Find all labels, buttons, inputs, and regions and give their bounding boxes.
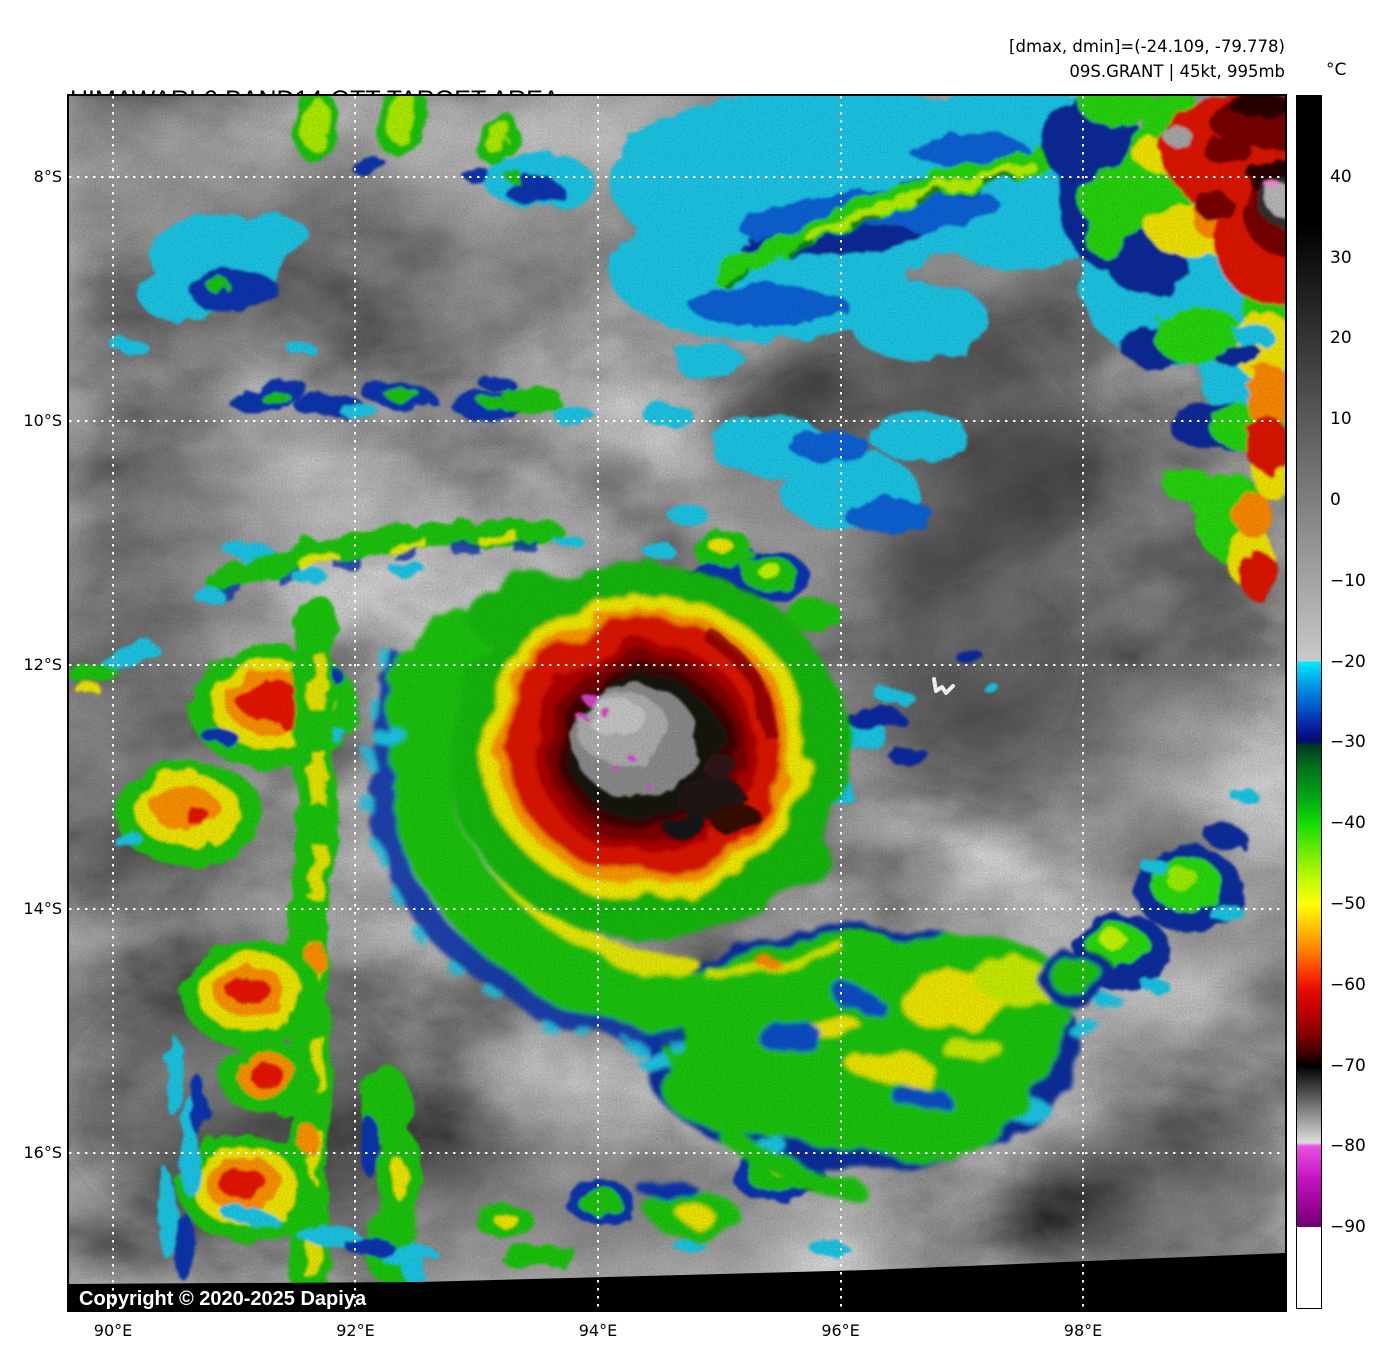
latitude-tick-label: 16°S — [23, 1143, 62, 1163]
longitude-gridline — [839, 96, 842, 1310]
colorbar-tick-label: −30 — [1330, 732, 1366, 753]
colorbar-tick-label: −40 — [1330, 813, 1366, 834]
latitude-tick-label: 14°S — [23, 899, 62, 919]
colorbar-gradient — [1297, 96, 1321, 1308]
latitude-tick-label: 10°S — [23, 410, 62, 430]
colorbar-tick-label: −50 — [1330, 894, 1366, 914]
colorbar-tick-label: 20 — [1330, 328, 1352, 349]
colorbar-tick-label: −10 — [1330, 570, 1366, 591]
satellite-ir-image — [69, 96, 1285, 1310]
longitude-tick-label: 90°E — [93, 1321, 133, 1340]
colorbar-tick-label: 30 — [1330, 247, 1352, 268]
colorbar-tick-label: 0 — [1330, 490, 1341, 510]
colorbar-unit-label: °C — [1326, 60, 1347, 80]
colorbar-tick-label: −60 — [1330, 974, 1366, 995]
pixel-grain-overlay — [69, 96, 1285, 1310]
longitude-tick-label: 94°E — [578, 1321, 618, 1340]
latitude-gridline — [69, 1152, 1285, 1155]
longitude-gridline — [112, 96, 115, 1310]
colorbar-tick-label: −90 — [1330, 1217, 1366, 1238]
colorbar-tick-label: 10 — [1330, 409, 1352, 430]
latitude-tick-label: 8°S — [33, 166, 62, 186]
colorbar — [1296, 95, 1322, 1309]
longitude-tick-label: 98°E — [1063, 1321, 1103, 1340]
longitude-gridline — [354, 96, 357, 1310]
colorbar-tick-label: −80 — [1330, 1136, 1366, 1157]
latitude-tick-label: 12°S — [23, 655, 62, 674]
storm-info: 09S.GRANT | 45kt, 995mb — [1069, 62, 1285, 81]
longitude-tick-label: 92°E — [336, 1321, 375, 1340]
no-data-wedge — [69, 1253, 1285, 1310]
colorbar-tick-label: −70 — [1330, 1055, 1366, 1076]
longitude-tick-label: 96°E — [821, 1321, 860, 1340]
longitude-gridline — [596, 96, 599, 1310]
colorbar-tick-label: 40 — [1330, 166, 1352, 187]
product-header-right: [dmax, dmin]=(-24.109, -79.778) 09S.GRAN… — [1009, 34, 1285, 84]
longitude-gridline — [1082, 96, 1085, 1310]
dmax-dmin-readout: [dmax, dmin]=(-24.109, -79.778) — [1009, 37, 1285, 56]
colorbar-tick-label: −20 — [1330, 651, 1366, 672]
latitude-gridline — [69, 908, 1285, 911]
latitude-gridline — [69, 419, 1285, 422]
copyright-label: Copyright © 2020-2025 Dapiya — [79, 1288, 367, 1310]
latitude-gridline — [69, 664, 1285, 666]
satellite-map: Copyright © 2020-2025 Dapiya — [67, 94, 1287, 1312]
latitude-gridline — [69, 175, 1285, 178]
